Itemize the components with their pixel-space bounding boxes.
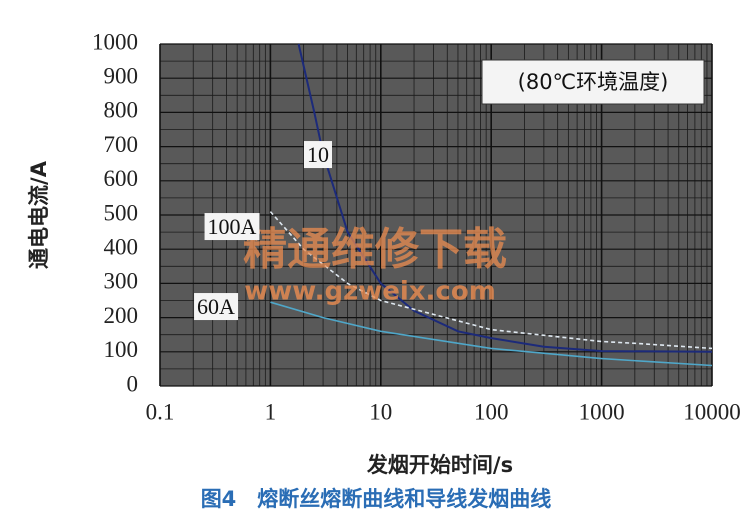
y-tick-label: 100 bbox=[104, 337, 139, 362]
caption: 图4 熔断丝熔断曲线和导线发烟曲线 bbox=[201, 487, 552, 511]
annotation: (80℃环境温度) bbox=[518, 70, 669, 94]
series-line bbox=[297, 43, 713, 353]
x-tick-label: 1000 bbox=[579, 399, 625, 424]
series-label: 60A bbox=[197, 294, 235, 319]
y-tick-label: 200 bbox=[104, 303, 139, 328]
series-label-bg bbox=[194, 293, 239, 321]
y-tick-label: 1000 bbox=[92, 29, 138, 54]
x-tick-label: 100 bbox=[474, 399, 509, 424]
watermark: 精通维修下载 bbox=[243, 224, 507, 275]
series-label: 10 bbox=[307, 142, 329, 167]
y-tick-label: 0 bbox=[127, 371, 139, 396]
y-tick-label: 700 bbox=[104, 132, 139, 157]
x-tick-label: 10000 bbox=[683, 399, 741, 424]
x-axis-label: 发烟开始时间/s bbox=[366, 453, 513, 477]
y-tick-label: 600 bbox=[104, 166, 139, 191]
x-tick-label: 10 bbox=[369, 399, 392, 424]
series-line bbox=[270, 301, 713, 367]
y-tick-label: 300 bbox=[104, 269, 139, 294]
y-tick-label: 500 bbox=[104, 200, 139, 225]
x-tick-label: 1 bbox=[265, 399, 277, 424]
y-tick-label: 900 bbox=[104, 63, 139, 88]
series-label-bg bbox=[204, 213, 260, 241]
series-line bbox=[269, 211, 713, 350]
x-tick-label: 0.1 bbox=[146, 399, 175, 424]
lines bbox=[269, 43, 713, 367]
y-tick-label: 800 bbox=[104, 98, 139, 123]
grid bbox=[159, 43, 713, 387]
annotation-box bbox=[481, 59, 705, 105]
series-label-bg bbox=[304, 141, 332, 169]
y-axis-label: 通电电流/A bbox=[27, 160, 51, 269]
watermark: www.gzweix.com bbox=[244, 277, 496, 307]
series-label: 100A bbox=[208, 214, 257, 239]
y-tick-label: 400 bbox=[104, 234, 139, 259]
